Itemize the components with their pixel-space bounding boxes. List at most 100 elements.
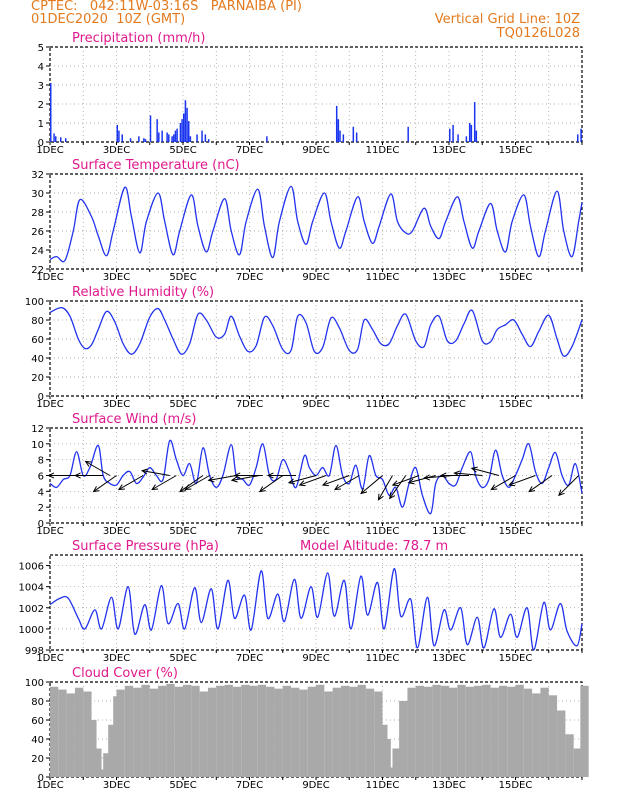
cloud-bar: [133, 687, 142, 777]
x-tick-label: 13DEC: [432, 272, 466, 283]
wind-arrowhead: [321, 480, 329, 487]
cloud-bar: [108, 724, 117, 777]
wind-arrowhead: [92, 486, 100, 493]
cloud-bar: [183, 684, 192, 777]
header-run-id: TQ0126L028: [496, 26, 580, 41]
wind-arrowhead: [558, 489, 565, 497]
y-tick-label: 100: [25, 297, 44, 308]
wind-arrowhead: [360, 487, 367, 495]
x-tick-label: 7DEC: [236, 653, 263, 664]
wind-vector: [508, 475, 536, 486]
precip-bar: [156, 119, 158, 142]
precip-bar: [457, 134, 459, 142]
precip-bar: [337, 119, 340, 142]
y-tick-label: 80: [31, 316, 44, 327]
wind-arrowhead: [266, 472, 274, 479]
x-tick-label: 3DEC: [103, 399, 130, 410]
precip-bar: [580, 128, 582, 142]
model-altitude-label: Model Altitude: 78.7 m: [300, 539, 448, 554]
wind-vector: [360, 475, 383, 494]
wind-arrowhead: [439, 472, 447, 479]
cloud-bar: [540, 687, 549, 777]
cloud-bar: [382, 739, 391, 777]
precip-bar: [196, 134, 198, 142]
precip-bar: [339, 130, 341, 142]
wind-arrowhead: [377, 493, 384, 501]
x-tick-label: 3DEC: [103, 653, 130, 664]
x-tick-label: 7DEC: [236, 399, 263, 410]
wind-arrowhead: [140, 468, 149, 475]
precip-bar: [179, 123, 182, 142]
y-tick-label: 22: [31, 265, 44, 276]
cloud-bar: [473, 685, 483, 777]
precip-bar: [174, 130, 177, 142]
series-line: [49, 185, 583, 263]
cloud-bar: [340, 685, 350, 777]
cloud-bar: [407, 687, 416, 777]
x-tick-label: 13DEC: [432, 526, 466, 537]
precip-bar: [465, 136, 468, 142]
precip-bar: [187, 121, 190, 142]
precip-bar: [161, 130, 163, 142]
wind-arrowhead: [528, 486, 536, 493]
precip-bar: [64, 138, 67, 142]
wind-vector: [179, 475, 204, 492]
precip-bar: [266, 136, 268, 142]
cloud-bar: [74, 687, 84, 777]
x-tick-label: 5DEC: [169, 780, 196, 791]
panel-title: Surface Pressure (hPa): [72, 539, 219, 554]
wind-vector: [378, 475, 393, 500]
cloud-bar: [103, 753, 112, 777]
wind-vector: [208, 475, 237, 481]
precip-bar: [189, 136, 192, 142]
precip-bar: [116, 124, 118, 142]
x-tick-label: 9DEC: [302, 399, 329, 410]
series-line: [49, 306, 583, 357]
precip-bar: [53, 133, 55, 142]
wind-arrowhead: [508, 480, 516, 487]
cloud-bar: [66, 693, 75, 777]
cloud-bar: [523, 688, 533, 777]
y-tick-label: 0: [38, 519, 44, 530]
cloud-bar: [249, 685, 258, 777]
header-station: CPTEC: 042:11W-03:16S PARNAIBA (PI): [31, 0, 302, 14]
wind-vector: [118, 475, 144, 490]
series-line: [49, 568, 583, 651]
cloud-bar: [374, 691, 383, 777]
precip-bar: [138, 136, 140, 142]
cloud-bar: [432, 684, 441, 777]
wind-arrowhead: [207, 476, 215, 483]
y-tick-label: 12: [31, 424, 44, 435]
header-datetime: 01DEC2020 10Z (GMT): [31, 12, 186, 27]
cloud-bar: [440, 685, 449, 777]
precip-bar: [452, 124, 454, 142]
cloud-bar: [207, 687, 217, 777]
x-tick-label: 15DEC: [499, 653, 533, 664]
x-tick-label: 7DEC: [236, 145, 263, 156]
wind-arrowhead: [298, 480, 306, 487]
cloud-bar: [332, 687, 341, 777]
cloud-bar: [515, 684, 524, 777]
x-tick-label: 1DEC: [36, 526, 63, 537]
header-grid-note: Vertical Grid Line: 10Z: [434, 12, 580, 27]
precip-bar: [335, 105, 338, 142]
wind-arrowhead: [74, 472, 81, 479]
cloud-bar: [307, 686, 316, 777]
y-tick-label: 60: [31, 716, 44, 727]
y-tick-label: 24: [31, 246, 44, 257]
wind-arrowhead: [151, 484, 159, 491]
wind-vector: [231, 475, 260, 481]
y-tick-label: 28: [31, 208, 44, 219]
precip-bar: [407, 126, 409, 142]
x-tick-label: 5DEC: [169, 272, 196, 283]
x-tick-label: 9DEC: [302, 780, 329, 791]
x-tick-label: 15DEC: [499, 145, 533, 156]
wind-vector: [528, 475, 553, 492]
cloud-bar: [449, 687, 458, 777]
cloud-bar: [316, 684, 325, 777]
cloud-bar: [282, 685, 292, 777]
precip-bar: [143, 138, 145, 142]
x-tick-label: 11DEC: [366, 780, 400, 791]
wind-arrowhead: [117, 484, 125, 491]
wind-arrowhead: [490, 484, 498, 491]
